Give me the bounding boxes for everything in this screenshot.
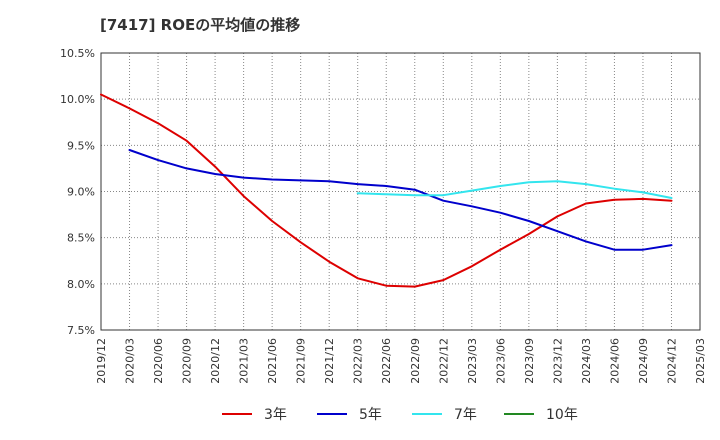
y-tick-label: 7.5% (67, 324, 95, 337)
x-tick-label: 2023/09 (523, 338, 536, 384)
legend-label-5年: 5年 (359, 407, 382, 423)
x-tick-label: 2024/03 (580, 338, 593, 384)
x-tick-label: 2024/06 (608, 338, 621, 384)
y-tick-label: 10.0% (60, 93, 95, 106)
legend-label-10年: 10年 (546, 407, 578, 423)
x-tick-label: 2022/03 (352, 338, 365, 384)
y-tick-label: 8.0% (67, 278, 95, 291)
plot-area (101, 53, 700, 330)
x-tick-label: 2022/09 (409, 338, 422, 384)
series-line-7年 (356, 180, 673, 199)
y-tick-label: 9.5% (67, 139, 95, 152)
x-tick-label: 2019/12 (95, 338, 108, 384)
series-line-3年 (100, 93, 673, 288)
x-tick-label: 2023/03 (466, 338, 479, 384)
x-tick-label: 2023/06 (494, 338, 507, 384)
chart-title: [7417] ROEの平均値の推移 (100, 16, 301, 34)
x-tick-label: 2021/06 (266, 338, 279, 384)
x-tick-label: 2020/09 (181, 338, 194, 384)
y-tick-label: 10.5% (60, 47, 95, 60)
y-tick-label: 8.5% (67, 232, 95, 245)
y-tick-label: 9.0% (67, 186, 95, 199)
x-tick-label: 2021/09 (295, 338, 308, 384)
legend-label-7年: 7年 (454, 407, 477, 423)
x-tick-label: 2020/12 (209, 338, 222, 384)
legend-label-3年: 3年 (264, 407, 287, 423)
plot-border (100, 52, 701, 331)
x-tick-label: 2025/03 (694, 338, 707, 384)
x-tick-label: 2024/09 (637, 338, 650, 384)
x-tick-label: 2020/03 (124, 338, 137, 384)
x-tick-label: 2022/12 (437, 338, 450, 384)
x-tick-label: 2022/06 (380, 338, 393, 384)
x-tick-label: 2023/12 (551, 338, 564, 384)
x-tick-label: 2021/12 (323, 338, 336, 384)
x-tick-label: 2024/12 (665, 338, 678, 384)
x-tick-label: 2021/03 (238, 338, 251, 384)
series-line-5年 (128, 149, 673, 251)
x-tick-label: 2020/06 (152, 338, 165, 384)
